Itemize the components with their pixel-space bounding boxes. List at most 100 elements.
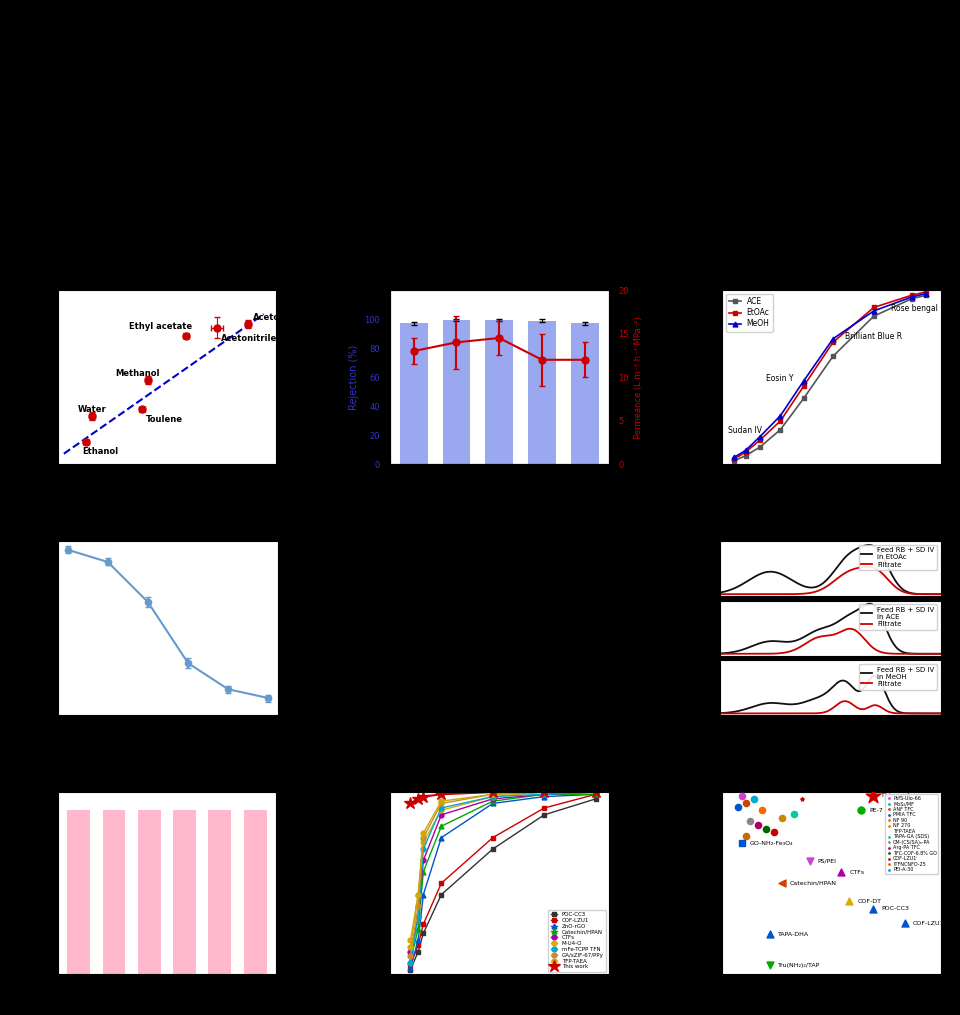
Point: [866, 900, 881, 917]
Feed RB + SD IV
in EtOAc: [846, 546, 857, 558]
Text: Water: Water: [78, 405, 107, 414]
EtOAc: [775, 415, 786, 427]
Point: [898, 916, 913, 932]
MeOH: [728, 452, 739, 464]
POC-CC3: [418, 928, 429, 940]
POC-CC3: [413, 946, 424, 958]
Line: Filtrate: Filtrate: [720, 701, 941, 714]
EtOAc: [906, 289, 918, 301]
Text: COF-LZU1: COF-LZU1: [913, 921, 945, 926]
CTFs: [539, 789, 550, 801]
TFP-TAEA: [539, 786, 550, 798]
Text: i): i): [683, 777, 694, 792]
Bar: [244, 810, 267, 974]
mFe-TCPP TFN: [487, 791, 498, 803]
Line: TFP-TAEA: TFP-TAEA: [408, 790, 598, 949]
ZnO-rGO: [589, 789, 601, 801]
Point: [734, 835, 750, 852]
TFP-TAEA: [589, 786, 601, 798]
Filtrate: [935, 588, 947, 600]
POC-CC3: [539, 809, 550, 821]
CTFs: [487, 793, 498, 805]
TFP-TAEA: [487, 789, 498, 801]
X-axis label: Wavelength (nm): Wavelength (nm): [791, 737, 870, 746]
MeOH: [906, 291, 918, 303]
Point: [774, 809, 789, 825]
Bar: [571, 324, 599, 465]
TFP-TAEA: [413, 888, 424, 900]
MeOH: [740, 445, 752, 457]
Feed RB + SD IV
in EtOAc: [714, 587, 726, 599]
Filtrate: [821, 705, 832, 718]
COF-LZU1: [405, 959, 417, 971]
X-axis label: 1/η (mPa•s)⁻¹: 1/η (mPa•s)⁻¹: [133, 489, 201, 498]
Y-axis label: Permeance (L m⁻² h⁻¹ bar⁻¹): Permeance (L m⁻² h⁻¹ bar⁻¹): [17, 313, 27, 442]
EtOAc: [740, 447, 752, 459]
TFP-TAEA: [418, 827, 429, 839]
Line: Feed RB + SD IV
in ACE: Feed RB + SD IV in ACE: [720, 604, 941, 654]
Text: Rose bengal: Rose bengal: [891, 303, 938, 313]
Catechin/HPAN: [413, 923, 424, 935]
Filtrate: [930, 707, 942, 720]
ACE: [868, 311, 879, 323]
Point: [774, 875, 789, 891]
CTFs: [589, 786, 601, 798]
Text: TAPA-DHA: TAPA-DHA: [778, 932, 809, 937]
Feed RB + SD IV
in MeOH: [819, 687, 830, 699]
Feed RB + SD IV
in ACE: [821, 621, 832, 633]
EtOAc: [728, 453, 739, 465]
Filtrate: [896, 707, 907, 720]
Filtrate: [833, 697, 845, 709]
Catechin/HPAN: [539, 789, 550, 801]
Text: GO-NH₂-Fe₃O₄: GO-NH₂-Fe₃O₄: [750, 840, 794, 845]
Bar: [399, 324, 427, 465]
Feed RB + SD IV
in ACE: [819, 621, 830, 633]
M-U4-O: [405, 934, 417, 946]
Line: MeOH: MeOH: [732, 291, 928, 460]
Text: d): d): [683, 275, 699, 289]
Filtrate: [819, 706, 830, 719]
EtOAc: [868, 301, 879, 314]
ZnO-rGO: [418, 888, 429, 900]
M-U4-O: [418, 836, 429, 849]
Text: g): g): [10, 777, 26, 792]
MeOH: [798, 375, 809, 387]
COF-LZU1: [436, 877, 447, 889]
Filtrate: [935, 648, 947, 660]
Bar: [103, 810, 126, 974]
Point: [734, 788, 750, 804]
COF-LZU1: [589, 789, 601, 801]
MeOH: [755, 430, 766, 443]
Feed RB + SD IV
in MeOH: [935, 707, 947, 720]
Filtrate: [846, 563, 857, 576]
Line: Filtrate: Filtrate: [720, 566, 941, 594]
X-axis label: Molecular weight (Da): Molecular weight (Da): [778, 489, 885, 498]
Y-axis label: Rejection of RB (%): Rejection of RB (%): [16, 836, 27, 931]
ACE: [740, 450, 752, 462]
GA/sZIF-67/PPy: [418, 831, 429, 843]
TFP-TAEA: [405, 941, 417, 953]
POC-CC3: [589, 793, 601, 805]
Filtrate: [714, 648, 726, 660]
Line: POC-CC3: POC-CC3: [408, 797, 598, 972]
Point: [742, 813, 757, 829]
Bar: [173, 810, 196, 974]
mFe-TCPP TFN: [436, 802, 447, 814]
Point: [731, 799, 746, 815]
ACE: [755, 441, 766, 453]
Point: [866, 788, 881, 804]
mFe-TCPP TFN: [539, 789, 550, 801]
Catechin/HPAN: [487, 795, 498, 807]
GA/sZIF-67/PPy: [487, 789, 498, 801]
GA/sZIF-67/PPy: [436, 798, 447, 810]
mFe-TCPP TFN: [589, 786, 601, 798]
Filtrate: [821, 629, 832, 641]
GA/sZIF-67/PPy: [589, 786, 601, 798]
Text: Ethanol: Ethanol: [83, 447, 119, 456]
Text: Acetone: Acetone: [252, 313, 291, 322]
CTFs: [436, 809, 447, 821]
ACE: [906, 292, 918, 304]
This work: [539, 786, 550, 798]
Feed RB + SD IV
in ACE: [833, 615, 845, 627]
Line: ZnO-rGO: ZnO-rGO: [408, 792, 598, 970]
